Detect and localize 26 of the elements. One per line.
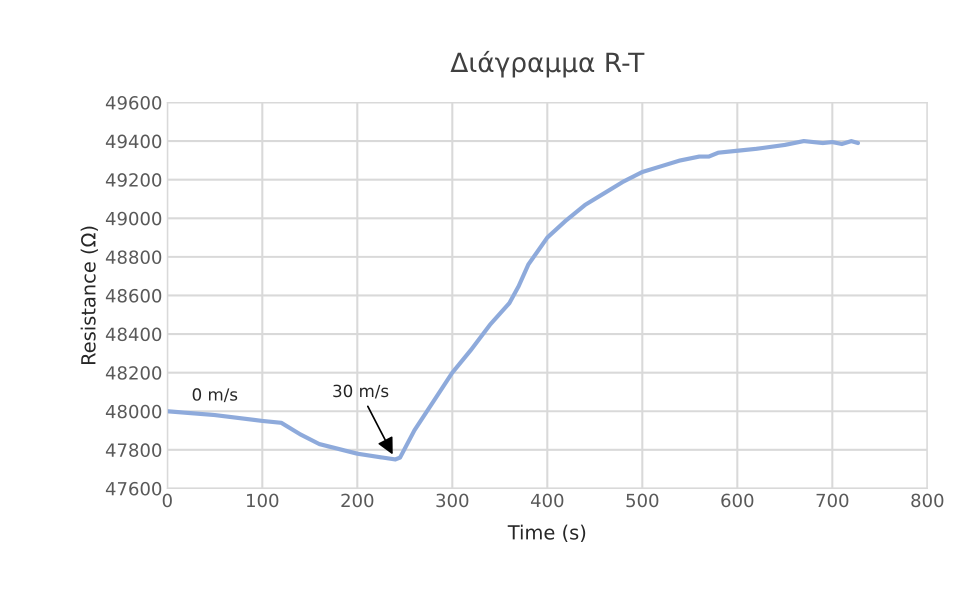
- y-axis-title: Resistance (Ω): [80, 226, 98, 364]
- y-tick-label: 49200: [106, 173, 162, 187]
- y-tick-label: 48600: [106, 288, 162, 303]
- chart-title: Διάγραμμα R-T: [450, 50, 644, 78]
- x-tick-label: 800: [911, 494, 944, 508]
- x-tick-label: 500: [626, 494, 658, 508]
- x-tick-label: 400: [530, 494, 564, 508]
- x-tick-label: 700: [816, 494, 848, 508]
- y-tick-label: 47800: [106, 443, 162, 457]
- y-tick-label: 49600: [106, 96, 162, 110]
- x-tick-label: 600: [721, 494, 754, 508]
- y-tick-label: 48800: [106, 250, 162, 264]
- line-series: [167, 139, 860, 462]
- x-axis-title: Time (s): [508, 524, 586, 542]
- annotation: 0 m/s: [192, 388, 238, 402]
- y-tick-label: 48200: [106, 366, 162, 380]
- x-tick-label: 100: [247, 494, 278, 508]
- y-tick-label: 48400: [106, 328, 162, 342]
- y-tick-label: 47600: [106, 482, 162, 496]
- x-tick-label: 0: [162, 494, 172, 508]
- x-tick-label: 300: [436, 494, 468, 508]
- y-tick-label: 49000: [106, 212, 162, 226]
- x-tick-label: 200: [341, 494, 374, 508]
- y-tick-label: 48000: [106, 404, 162, 418]
- y-tick-label: 49400: [106, 134, 162, 148]
- annotation: 30 m/s: [333, 384, 388, 399]
